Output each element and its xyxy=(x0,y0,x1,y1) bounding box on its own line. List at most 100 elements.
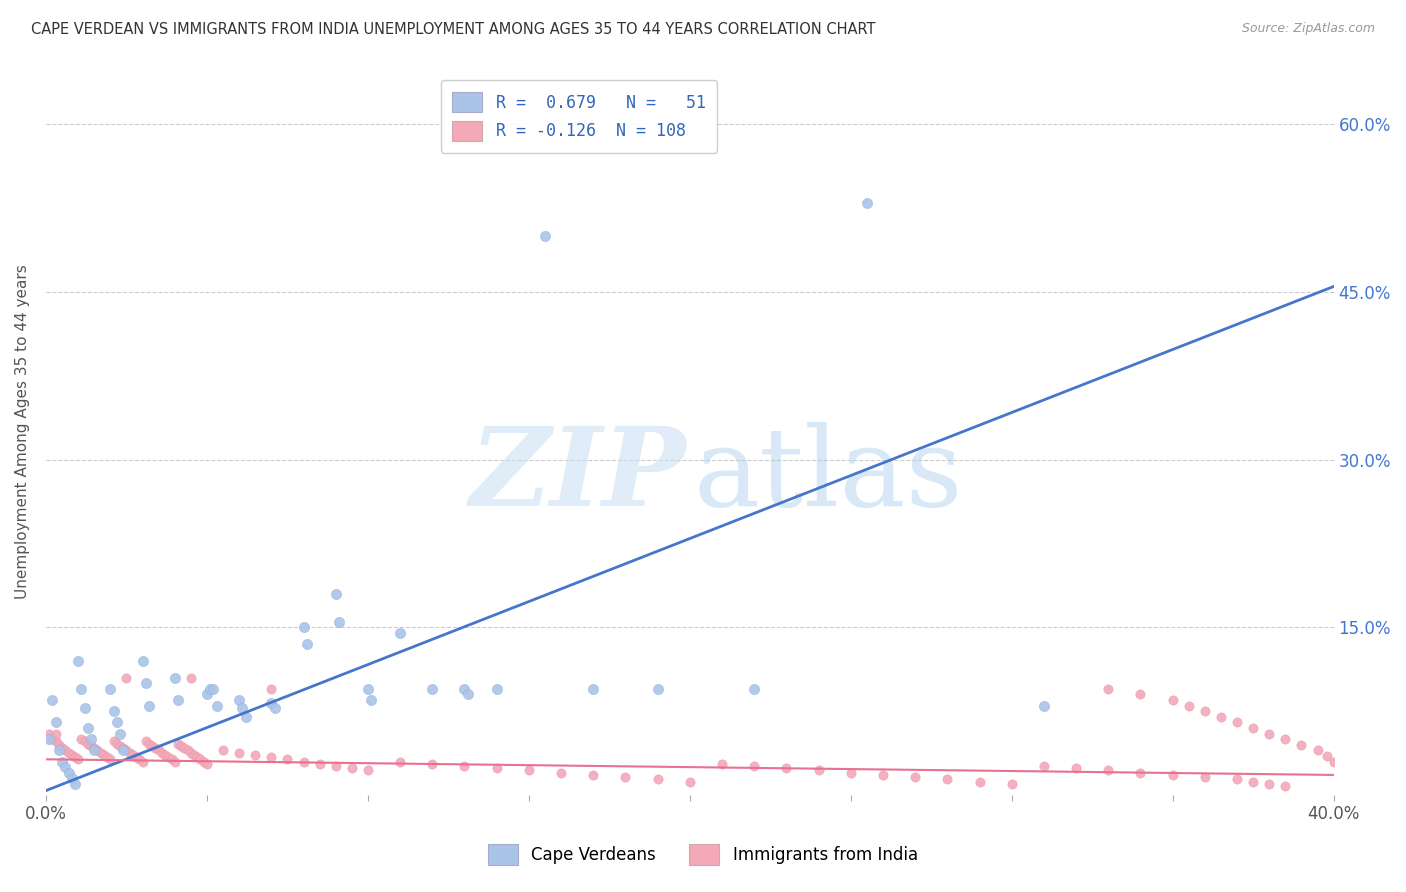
Point xyxy=(389,755,412,769)
Point xyxy=(112,743,135,757)
Point xyxy=(160,752,183,766)
Point xyxy=(742,759,765,773)
Point xyxy=(360,693,382,707)
Point xyxy=(83,743,105,757)
Point xyxy=(60,747,83,762)
Point xyxy=(212,743,235,757)
Point xyxy=(80,739,103,753)
Point xyxy=(1323,755,1346,769)
Point xyxy=(180,746,202,760)
Point xyxy=(90,746,112,760)
Text: CAPE VERDEAN VS IMMIGRANTS FROM INDIA UNEMPLOYMENT AMONG AGES 35 TO 44 YEARS COR: CAPE VERDEAN VS IMMIGRANTS FROM INDIA UN… xyxy=(31,22,876,37)
Point xyxy=(58,765,80,780)
Point xyxy=(205,698,228,713)
Point xyxy=(969,774,991,789)
Point xyxy=(193,755,215,769)
Point xyxy=(190,752,212,766)
Point xyxy=(517,764,540,778)
Point xyxy=(1306,743,1329,757)
Point xyxy=(260,681,283,696)
Point xyxy=(58,746,80,760)
Point xyxy=(1161,693,1184,707)
Point xyxy=(1258,777,1281,791)
Point xyxy=(1032,759,1054,773)
Point xyxy=(103,734,125,748)
Point xyxy=(153,747,176,762)
Point xyxy=(420,681,443,696)
Point xyxy=(325,587,347,601)
Point xyxy=(157,750,180,764)
Point xyxy=(112,741,135,756)
Point xyxy=(70,732,93,747)
Text: Source: ZipAtlas.com: Source: ZipAtlas.com xyxy=(1241,22,1375,36)
Point xyxy=(118,746,141,760)
Point xyxy=(98,752,121,766)
Point xyxy=(582,681,605,696)
Point xyxy=(936,772,959,787)
Point xyxy=(904,770,927,784)
Point xyxy=(839,765,862,780)
Point xyxy=(679,774,702,789)
Point xyxy=(131,755,153,769)
Point xyxy=(1097,681,1119,696)
Point xyxy=(295,637,318,651)
Point xyxy=(115,743,138,757)
Point xyxy=(51,741,73,756)
Point xyxy=(1274,779,1296,793)
Point xyxy=(614,770,637,784)
Point xyxy=(60,772,83,786)
Point xyxy=(263,701,285,715)
Point xyxy=(742,681,765,696)
Point xyxy=(647,681,669,696)
Point xyxy=(138,737,160,751)
Point xyxy=(534,229,557,244)
Point xyxy=(389,626,412,640)
Point xyxy=(485,681,508,696)
Y-axis label: Unemployment Among Ages 35 to 44 years: Unemployment Among Ages 35 to 44 years xyxy=(15,264,30,599)
Point xyxy=(45,726,67,740)
Point xyxy=(1129,765,1152,780)
Point xyxy=(176,743,198,757)
Point xyxy=(711,756,734,771)
Point xyxy=(167,693,190,707)
Point xyxy=(856,195,879,210)
Point xyxy=(76,721,98,735)
Point xyxy=(125,750,148,764)
Point xyxy=(103,704,125,718)
Point xyxy=(260,750,283,764)
Point xyxy=(51,755,73,769)
Point xyxy=(1258,726,1281,740)
Point xyxy=(67,752,90,766)
Point xyxy=(202,681,225,696)
Point xyxy=(170,739,193,753)
Point xyxy=(38,732,60,747)
Point xyxy=(83,741,105,756)
Point xyxy=(183,747,205,762)
Point xyxy=(63,750,86,764)
Point xyxy=(173,741,195,756)
Point xyxy=(96,750,118,764)
Point xyxy=(48,738,70,752)
Point xyxy=(80,732,103,747)
Point xyxy=(872,768,894,782)
Point xyxy=(105,715,128,730)
Point xyxy=(453,759,475,773)
Point xyxy=(647,772,669,787)
Point xyxy=(41,732,63,747)
Point xyxy=(70,681,93,696)
Point xyxy=(1241,774,1264,789)
Point xyxy=(807,764,830,778)
Point xyxy=(325,759,347,773)
Point xyxy=(1209,710,1232,724)
Point xyxy=(1001,777,1024,791)
Point xyxy=(128,752,150,766)
Point xyxy=(105,737,128,751)
Point xyxy=(1226,715,1249,730)
Point xyxy=(1194,704,1216,718)
Point xyxy=(67,654,90,668)
Point xyxy=(1064,761,1087,775)
Point xyxy=(1241,721,1264,735)
Point xyxy=(775,761,797,775)
Point xyxy=(1032,698,1054,713)
Point xyxy=(453,681,475,696)
